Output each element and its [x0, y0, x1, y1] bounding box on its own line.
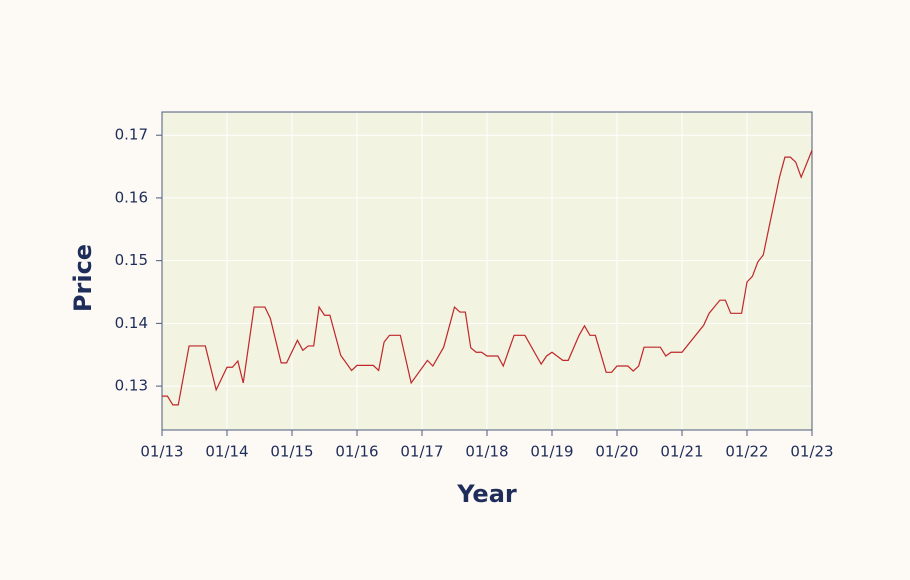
x-tick-label: 01/15 [270, 443, 313, 461]
y-axis-label: Price [69, 244, 97, 312]
x-tick-label: 01/23 [790, 443, 833, 461]
plot-border [161, 111, 813, 431]
x-tick-label: 01/14 [205, 443, 248, 461]
y-tick-label: 0.14 [115, 314, 148, 332]
x-tick-label: 01/22 [725, 443, 768, 461]
x-tick-label: 01/20 [595, 443, 638, 461]
y-tick-label: 0.15 [115, 251, 148, 269]
x-tick-label: 01/17 [400, 443, 443, 461]
x-tick-label: 01/13 [140, 443, 183, 461]
x-tick-label: 01/16 [335, 443, 378, 461]
x-tick-label: 01/18 [465, 443, 508, 461]
x-axis-label: Year [456, 480, 517, 508]
y-tick-label: 0.17 [115, 126, 148, 144]
y-tick-label: 0.16 [115, 188, 148, 206]
x-tick-label: 01/21 [660, 443, 703, 461]
line [162, 150, 813, 406]
x-tick-label: 01/19 [530, 443, 573, 461]
y-tick-label: 0.13 [115, 377, 148, 395]
